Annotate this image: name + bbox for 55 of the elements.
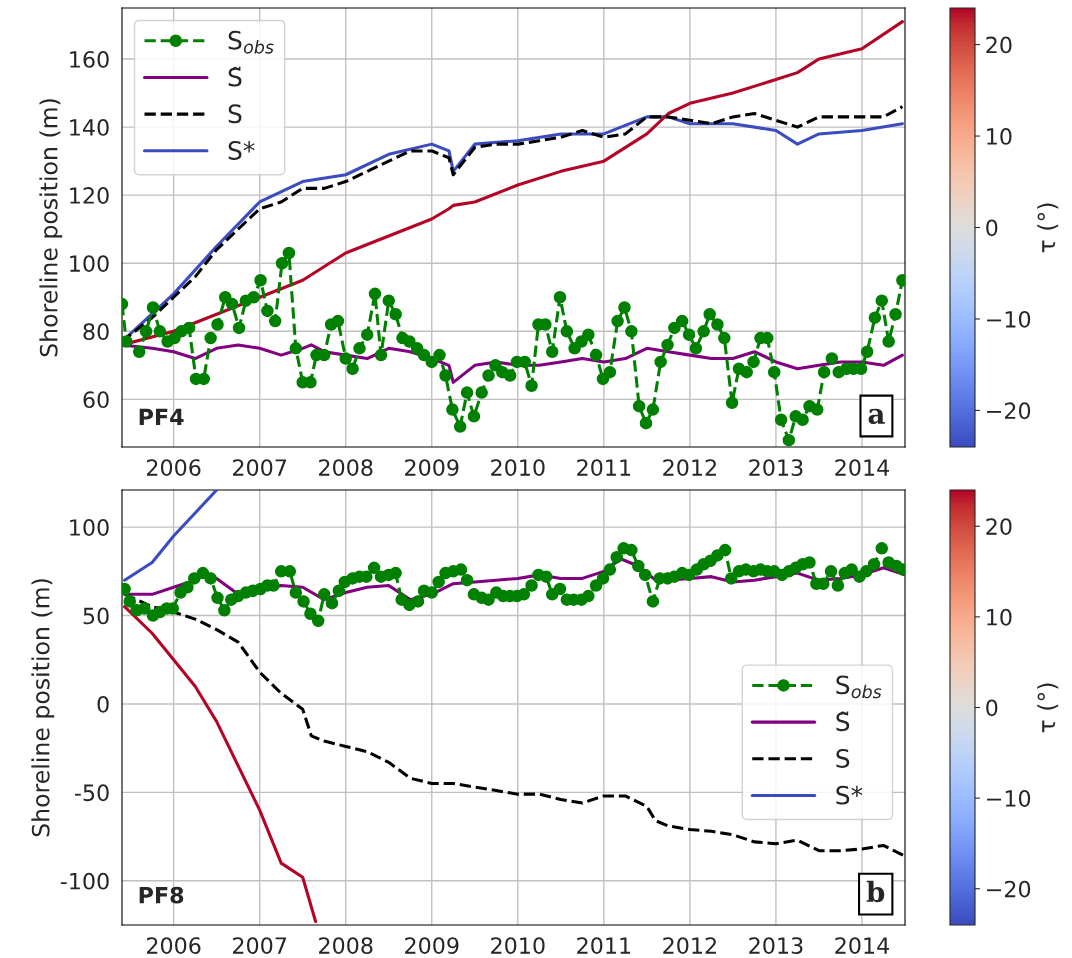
legend-label: S̃ — [228, 66, 242, 87]
annotation: b — [866, 880, 885, 903]
color-bar-label: 0 — [986, 219, 998, 237]
x-tick-label: 2007 — [233, 459, 287, 477]
legend-label: S — [836, 748, 850, 768]
x-tick-label: 2014 — [835, 459, 890, 477]
y-tick-label: 0 — [97, 695, 109, 713]
color-bar-label: 10 — [987, 127, 1012, 145]
y-tick-label: 60 — [83, 391, 109, 409]
y-tick-label: 100 — [70, 519, 109, 536]
x-tick-label: 2009 — [405, 937, 459, 955]
color-bar-label: 0 — [986, 699, 998, 717]
x-tick-label: 2012 — [663, 937, 716, 955]
x-tick-label: 2011 — [577, 937, 631, 955]
x-tick-label: 2006 — [146, 459, 201, 477]
x-tick-label: 2009 — [405, 459, 459, 477]
legend-label: S* — [228, 141, 255, 160]
x-tick-label: 2010 — [491, 459, 545, 477]
color-bar-label: 20 — [986, 36, 1012, 54]
annotation: a — [868, 408, 885, 425]
annotation: PF4 — [139, 408, 184, 426]
color-bar-label: −20 — [987, 880, 1031, 898]
x-tick-label: 2012 — [663, 459, 716, 477]
color-bar-label: −20 — [987, 402, 1031, 420]
x-tick-label: 2008 — [319, 459, 373, 477]
x-tick-label: 2010 — [491, 937, 545, 955]
x-tick-label: 2014 — [835, 937, 890, 955]
y-tick-label: 120 — [70, 187, 109, 204]
y-tick-label: 140 — [70, 119, 109, 136]
x-tick-label: 2013 — [749, 937, 803, 955]
x-tick-label: 2011 — [577, 459, 631, 477]
color-bar-label: 10 — [987, 608, 1012, 626]
annotation: PF8 — [139, 886, 184, 904]
x-tick-label: 2006 — [146, 937, 201, 955]
y-tick-label: 80 — [83, 323, 109, 341]
legend-label: S* — [836, 785, 863, 805]
y-tick-label: -100 — [60, 872, 109, 890]
legend-label: S$_{obs}$ — [836, 675, 882, 699]
y-tick-label: -50 — [74, 784, 109, 802]
color-bar-label: −10 — [987, 790, 1031, 807]
color-bar-label: 20 — [986, 518, 1012, 536]
legend-label: S̃ — [836, 711, 850, 732]
x-tick-label: 2007 — [233, 937, 287, 955]
x-tick-label: 2008 — [319, 937, 373, 955]
legend-label: S$_{obs}$ — [228, 30, 274, 54]
y-tick-label: 160 — [70, 51, 109, 68]
legend-label: S — [228, 104, 242, 124]
color-bar-label: −10 — [987, 310, 1031, 328]
y-tick-label: 100 — [70, 255, 109, 272]
x-tick-label: 2013 — [749, 459, 803, 477]
y-tick-label: 50 — [83, 607, 109, 625]
y-axis-title: Shoreline position (m) — [39, 99, 63, 357]
color-bar-title: τ (°) — [1037, 203, 1059, 253]
y-axis-title: Shoreline position (m) — [31, 579, 55, 837]
color-bar-title: τ (°) — [1037, 683, 1059, 733]
